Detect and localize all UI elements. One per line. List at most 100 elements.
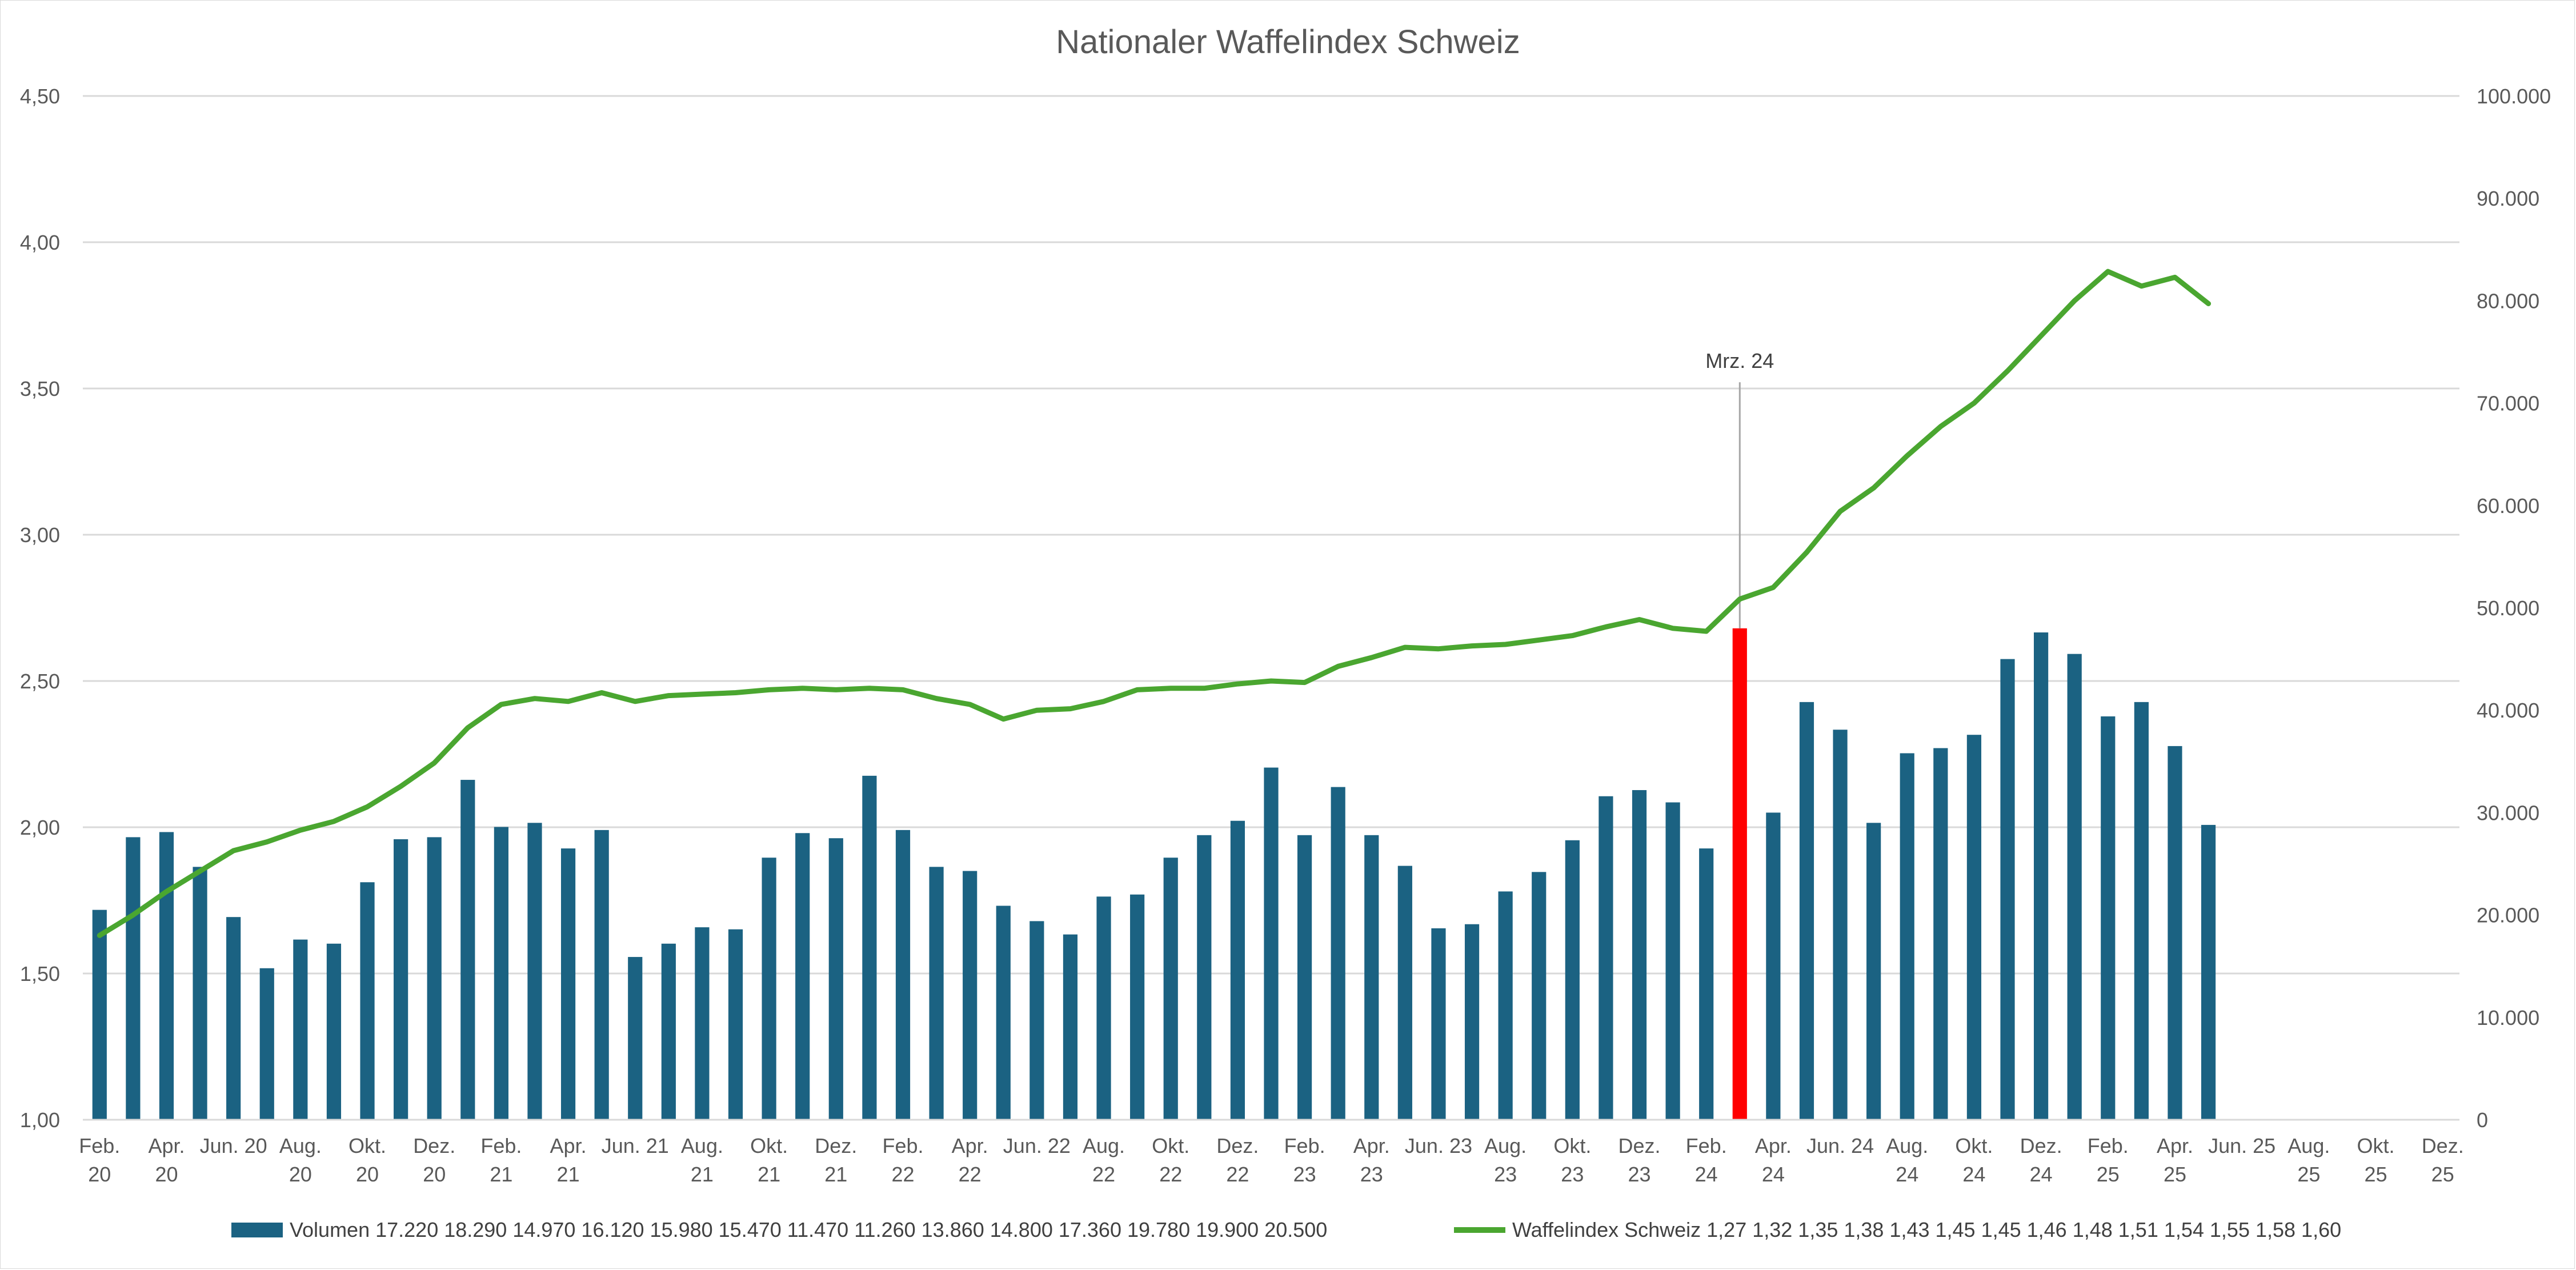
x-tick-label: Okt.: [1553, 1134, 1591, 1157]
volume-bar: [1766, 812, 1781, 1120]
x-tick-label: 24: [1896, 1163, 1918, 1186]
legend-swatch-waffelindex: [1454, 1227, 1505, 1233]
volume-bar: [1297, 835, 1312, 1120]
volume-bar: [695, 927, 710, 1120]
volume-bar: [2168, 746, 2182, 1120]
x-tick-label: Jun. 22: [1003, 1134, 1071, 1157]
x-tick-label: Apr.: [148, 1134, 185, 1157]
volume-bar: [1900, 753, 1914, 1120]
volume-bar: [1130, 894, 1145, 1120]
x-tick-label: Aug.: [681, 1134, 723, 1157]
index-line: [97, 269, 2212, 938]
x-tick-label: 21: [824, 1163, 847, 1186]
x-tick-label: 21: [557, 1163, 580, 1186]
x-tick-label: Okt.: [1955, 1134, 1993, 1157]
volume-bar: [1230, 820, 1245, 1120]
highlight-bar: [1732, 628, 1747, 1120]
x-tick-label: 20: [289, 1163, 312, 1186]
y-left-tick-label: 3,50: [20, 377, 60, 400]
y-right-tick-label: 30.000: [2477, 801, 2539, 824]
volume-bar: [126, 837, 141, 1120]
volume-bar: [193, 867, 207, 1120]
volume-bar: [1599, 796, 1613, 1120]
volume-bar: [326, 943, 342, 1120]
y-right-tick-label: 70.000: [2477, 392, 2539, 415]
volume-bar: [460, 780, 475, 1120]
x-tick-label: 20: [88, 1163, 111, 1186]
x-tick-label: Feb.: [1686, 1134, 1727, 1157]
volume-bar: [1163, 858, 1178, 1120]
x-tick-label: 24: [2030, 1163, 2053, 1186]
x-tick-label: Dez.: [815, 1134, 857, 1157]
volume-bar: [1431, 928, 1446, 1120]
x-tick-label: 25: [2364, 1163, 2387, 1186]
y-left-tick-label: 4,00: [20, 231, 60, 254]
x-tick-label: Aug.: [279, 1134, 322, 1157]
volume-bar: [1364, 835, 1379, 1120]
volume-bar: [394, 839, 408, 1120]
x-tick-label: Feb.: [1284, 1134, 1325, 1157]
axes: 1,00 1,50 2,00 2,50 3,00 3,50 4,00 4,50 0 10.000 2…: [20, 85, 2551, 1186]
y-right-tick-label: 90.000: [2477, 187, 2539, 210]
legend-item-volumen: Volumen 17.220 18.290 14.970 16.120 15.9…: [231, 1218, 1327, 1242]
x-tick-label: Jun. 23: [1405, 1134, 1472, 1157]
x-tick-label: Aug.: [1484, 1134, 1527, 1157]
x-tick-label: 22: [959, 1163, 981, 1186]
volume-bar: [1933, 748, 1948, 1120]
volume-bar: [1699, 848, 1714, 1120]
volume-bar: [996, 906, 1011, 1120]
x-tick-label: 25: [2164, 1163, 2186, 1186]
x-tick-label: Jun. 20: [200, 1134, 267, 1157]
x-tick-label: 23: [1561, 1163, 1584, 1186]
legend-label-waffelindex: Waffelindex Schweiz 1,27 1,32 1,35 1,38 …: [1512, 1218, 2342, 1241]
y-right-tick-label: 60.000: [2477, 494, 2539, 518]
volume-bar: [159, 832, 174, 1120]
volume-bar: [1966, 735, 1982, 1120]
y-right-tick-label: 0: [2477, 1108, 2488, 1132]
volume-bar: [527, 823, 542, 1120]
x-tick-label: Apr.: [2157, 1134, 2193, 1157]
x-tick-label: Okt.: [348, 1134, 386, 1157]
volume-bar: [1264, 767, 1279, 1120]
y-left-tick-label: 4,50: [20, 85, 60, 108]
x-tick-label: 21: [758, 1163, 780, 1186]
volume-bar: [1498, 891, 1513, 1120]
y-right-tick-label: 20.000: [2477, 904, 2539, 927]
volume-bar: [1397, 866, 1412, 1120]
x-tick-label: Okt.: [2357, 1134, 2395, 1157]
x-tick-label: Okt.: [1152, 1134, 1189, 1157]
x-tick-label: 20: [356, 1163, 379, 1186]
x-tick-label: Aug.: [2287, 1134, 2330, 1157]
volume-bar: [795, 833, 810, 1120]
volume-bar: [728, 929, 743, 1120]
x-tick-label: Dez.: [1618, 1134, 1660, 1157]
volume-bar: [2000, 659, 2015, 1120]
x-tick-label: 23: [1628, 1163, 1650, 1186]
volume-bar: [1665, 802, 1680, 1120]
volume-bar: [1532, 872, 1547, 1120]
volume-bar: [1833, 730, 1848, 1120]
volume-bar: [1331, 787, 1345, 1120]
volume-bar: [259, 968, 274, 1120]
volume-bar: [661, 943, 676, 1120]
x-tick-label: 25: [2097, 1163, 2120, 1186]
x-tick-label: Aug.: [1083, 1134, 1125, 1157]
volume-bar: [963, 871, 977, 1120]
volume-bar: [929, 867, 944, 1120]
volume-bars: [92, 628, 2216, 1120]
volume-bar: [494, 827, 508, 1120]
y-left-tick-label: 2,50: [20, 670, 60, 693]
volume-bar: [92, 910, 107, 1120]
y-left-tick-label: 1,50: [20, 962, 60, 985]
y-right-tick-label: 100.000: [2477, 85, 2551, 108]
x-tick-label: Feb.: [2088, 1134, 2129, 1157]
y-left-tick-label: 3,00: [20, 523, 60, 547]
x-tick-label: 24: [1962, 1163, 1985, 1186]
x-tick-label: Feb.: [882, 1134, 923, 1157]
x-tick-label: 20: [423, 1163, 446, 1186]
volume-bar: [2201, 824, 2216, 1120]
x-tick-label: 23: [1494, 1163, 1517, 1186]
x-tick-label: Feb.: [79, 1134, 120, 1157]
y-right-tick-label: 50.000: [2477, 596, 2539, 620]
volume-bar: [895, 830, 911, 1120]
